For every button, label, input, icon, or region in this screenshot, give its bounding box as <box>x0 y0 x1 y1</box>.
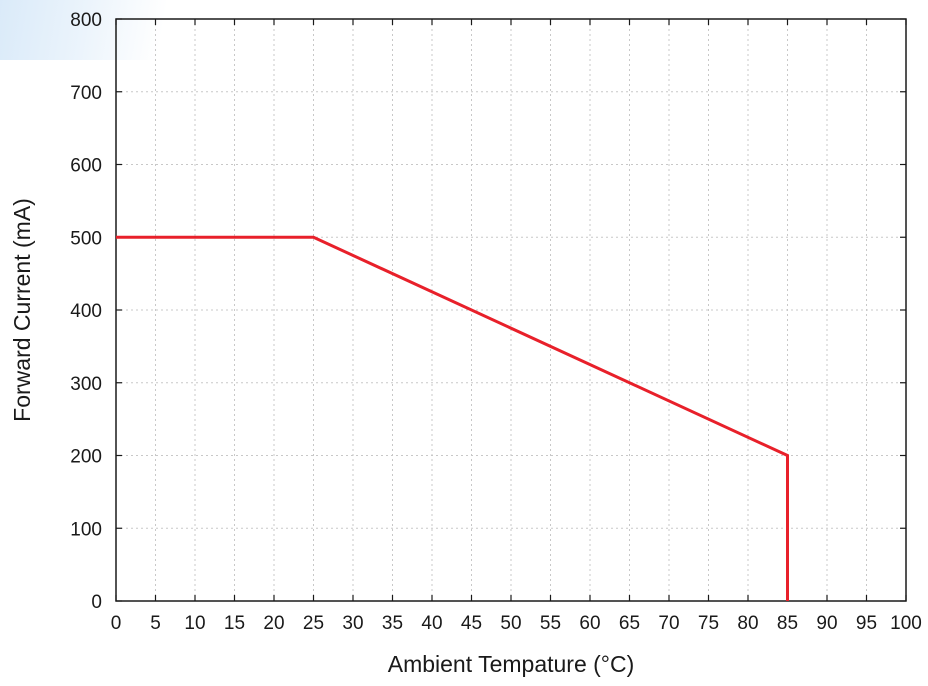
x-tick-label: 60 <box>579 613 600 634</box>
grid-lines <box>116 19 906 601</box>
x-tick-label: 75 <box>698 613 719 634</box>
y-tick-label: 800 <box>70 10 102 31</box>
x-tick-label: 0 <box>111 613 122 634</box>
x-tick-label: 25 <box>303 613 324 634</box>
y-tick-label: 300 <box>70 374 102 395</box>
x-tick-label: 50 <box>500 613 521 634</box>
y-tick-label: 200 <box>70 447 102 468</box>
x-tick-label: 40 <box>421 613 442 634</box>
x-tick-label: 95 <box>856 613 877 634</box>
series-group <box>116 235 789 601</box>
x-tick-label: 10 <box>184 613 205 634</box>
x-tick-labels: 0 5 10 15 20 25 30 35 40 45 50 55 60 65 70 75 80 85 90 95 10… <box>111 613 922 634</box>
y-tick-label: 100 <box>70 519 102 540</box>
x-tick-label: 85 <box>777 613 798 634</box>
x-tick-label: 55 <box>540 613 561 634</box>
x-tick-label: 20 <box>263 613 284 634</box>
y-tick-label: 500 <box>70 228 102 249</box>
y-tick-label: 400 <box>70 301 102 322</box>
y-axis-title: Forward Current (mA) <box>9 198 35 422</box>
y-tick-labels: 0 100 200 300 400 500 600 700 800 <box>70 10 102 613</box>
y-tick-label: 600 <box>70 156 102 177</box>
x-tick-label: 80 <box>737 613 758 634</box>
series-line <box>116 235 789 601</box>
x-tick-label: 65 <box>619 613 640 634</box>
axis-ticks <box>115 18 907 602</box>
x-tick-label: 70 <box>658 613 679 634</box>
x-tick-label: 5 <box>150 613 161 634</box>
x-axis-title: Ambient Tempature (°C) <box>388 651 635 677</box>
x-tick-label: 100 <box>890 613 922 634</box>
watermark-decoration <box>0 0 230 60</box>
y-tick-label: 700 <box>70 83 102 104</box>
x-tick-label: 15 <box>224 613 245 634</box>
x-tick-label: 35 <box>382 613 403 634</box>
x-tick-label: 90 <box>816 613 837 634</box>
x-tick-label: 30 <box>342 613 363 634</box>
x-tick-label: 45 <box>461 613 482 634</box>
y-tick-label: 0 <box>91 592 102 613</box>
